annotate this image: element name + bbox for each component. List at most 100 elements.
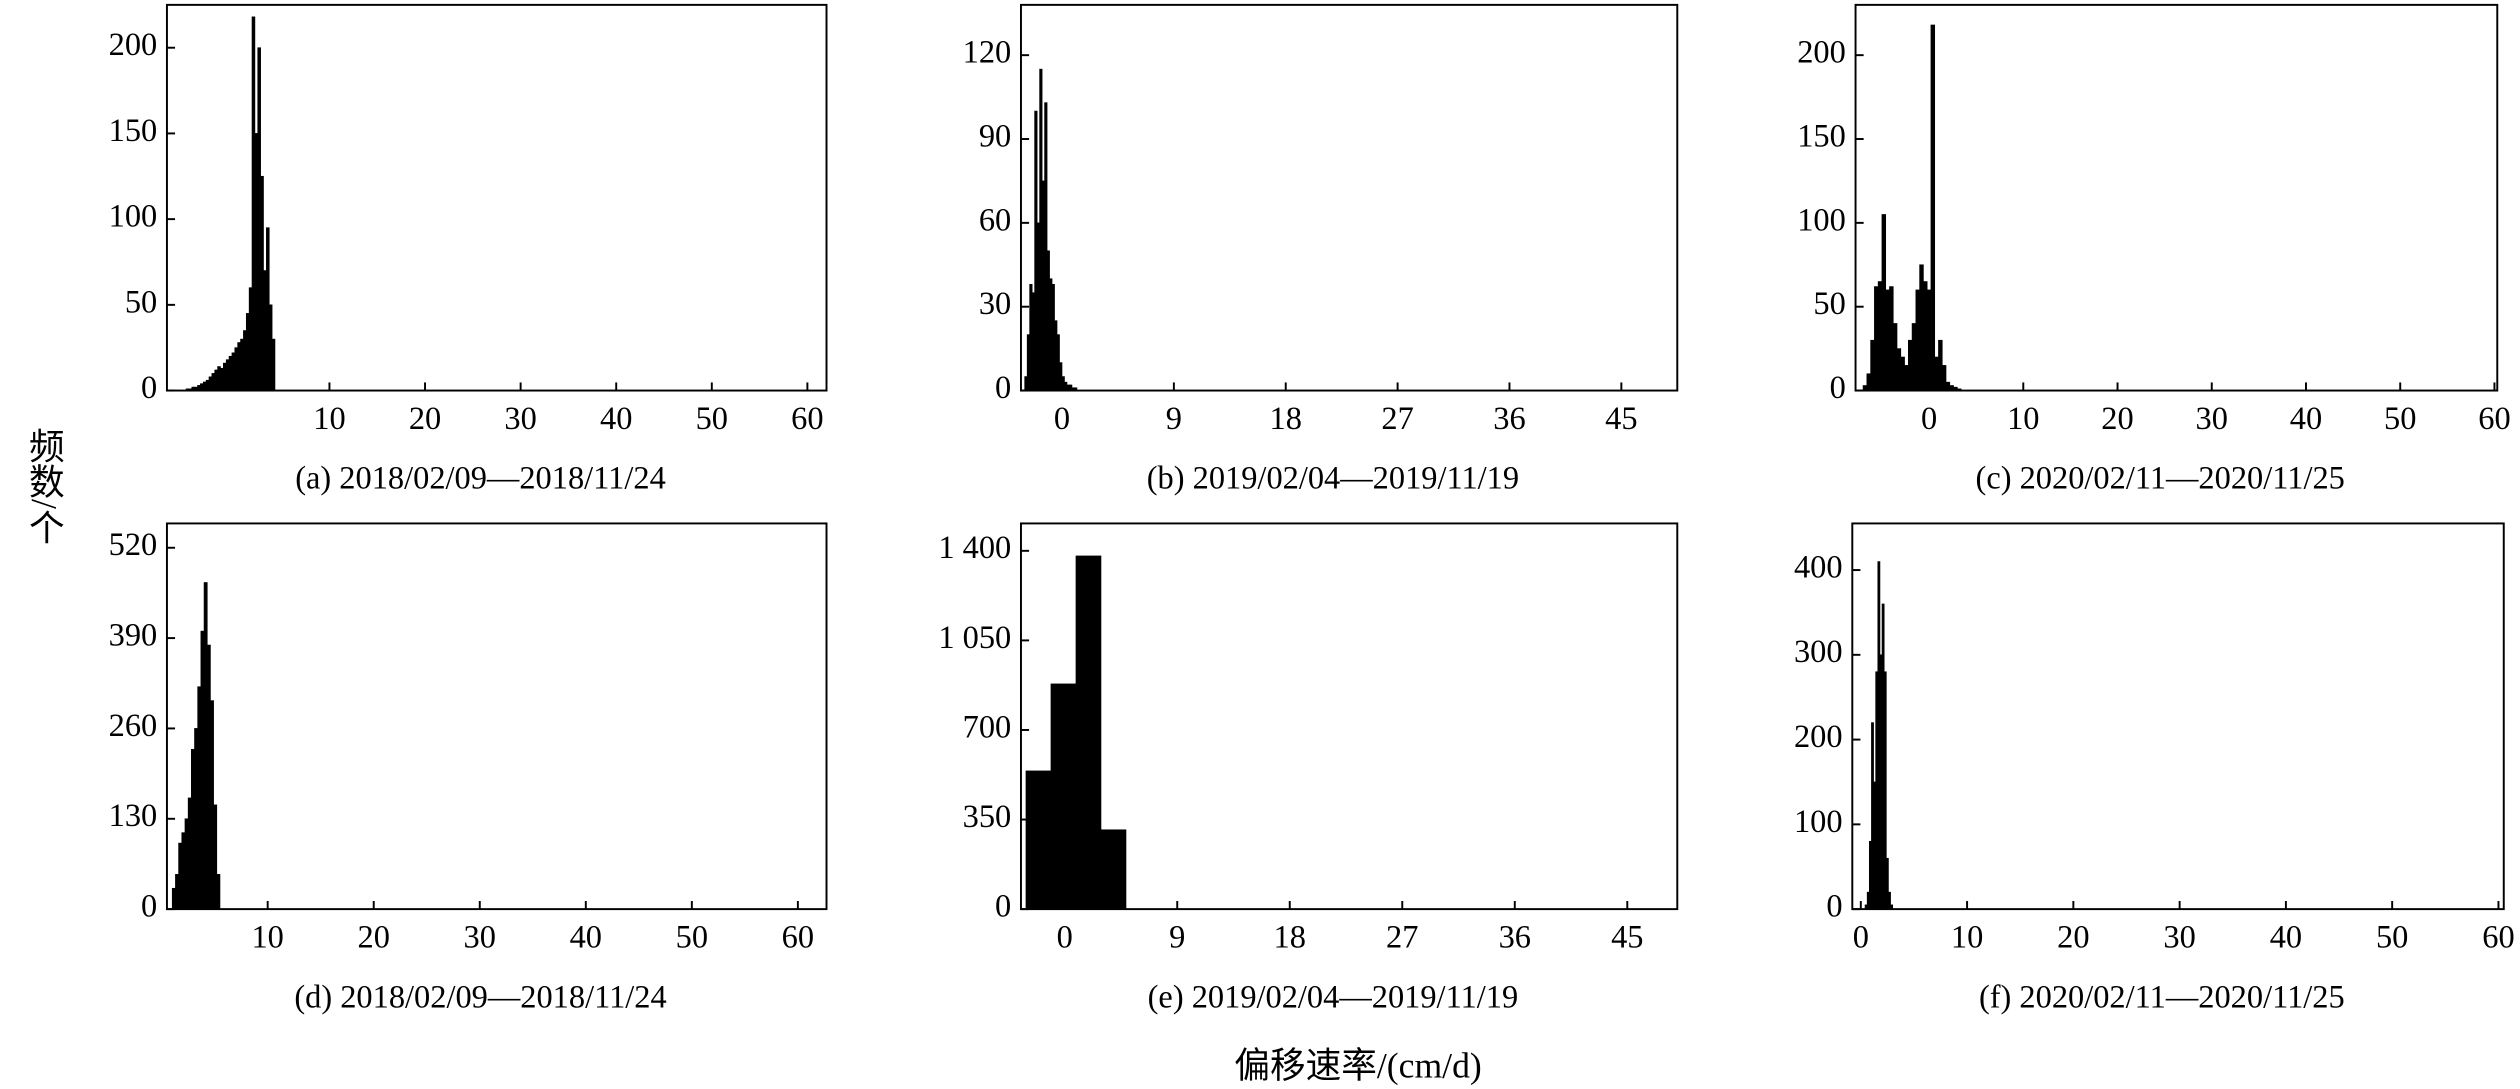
y-tick-label: 130 [109,798,158,834]
histogram-bar [1923,281,1928,391]
panel-caption: (f) 2020/02/11—2020/11/25 [1979,979,2345,1015]
x-tick-label: 20 [409,401,441,437]
histogram-bar [1075,555,1102,910]
histogram-bar [1904,365,1909,391]
x-tick-label: 20 [2101,401,2133,437]
y-tick-label: 50 [125,284,157,320]
plot-frame [1851,522,2505,911]
x-tick-label: 9 [1166,401,1182,437]
histogram-bar [1050,683,1077,910]
y-tick-label: 150 [109,113,158,149]
x-tick-label: 45 [1605,401,1637,437]
plot-frame [1019,522,1679,911]
x-tick-label: 36 [1493,401,1525,437]
histogram-bar [200,383,204,391]
histogram-bar [1056,334,1060,391]
histogram-bar [1044,102,1048,391]
x-tick-label: 60 [2478,401,2510,437]
plot-frame [1854,3,2499,392]
histogram-bar [184,818,189,910]
histogram-bar [237,342,241,391]
histogram-bar [1026,334,1030,391]
y-tick-label: 120 [963,35,1012,71]
histogram-bar [200,630,205,910]
y-tick-label: 100 [1794,804,1843,840]
histogram-bar [1874,286,1879,391]
histogram-bar [1025,770,1052,910]
y-tick-label: 300 [1794,634,1843,670]
x-tick-label: 50 [676,919,708,955]
histogram-bar [1100,829,1127,910]
x-tick-label: 10 [2007,401,2039,437]
x-tick-label: 40 [2270,919,2302,955]
histogram-bar [1029,284,1033,391]
y-tick-label: 0 [995,889,1011,925]
x-tick-label: 30 [504,401,536,437]
histogram-bar [1930,24,1936,391]
x-tick-label: 60 [791,401,823,437]
histogram-bar [1885,289,1890,391]
x-tick-label: 40 [600,401,632,437]
histogram-bar [1870,339,1875,391]
plot-frame [1019,3,1679,392]
histogram-bar [1024,376,1028,391]
histogram-bar [191,748,195,910]
y-tick-label: 400 [1794,549,1843,585]
x-tick-label: 36 [1499,919,1531,955]
x-tick-label: 40 [2290,401,2322,437]
histogram-bar [1036,222,1040,391]
histogram-bar [243,330,247,391]
y-tick-label: 700 [963,709,1012,745]
histogram-bar [216,874,221,910]
histogram-bar [1945,381,1951,391]
x-tick-label: 9 [1169,919,1185,955]
histogram-bar [1039,68,1043,391]
y-tick-label: 390 [109,618,158,654]
y-axis-label: 频数/个 [24,428,64,545]
x-tick-label: 0 [1054,401,1070,437]
histogram-bar [266,227,270,391]
y-tick-label: 200 [1794,719,1843,755]
histogram-bar [1881,214,1887,391]
histogram-bar [194,728,199,910]
y-tick-label: 1 050 [938,620,1011,656]
x-tick-label: 50 [696,401,728,437]
x-tick-label: 60 [782,919,814,955]
y-tick-label: 50 [1813,286,1845,322]
x-tick-label: 50 [2376,919,2408,955]
histogram-bar [1051,284,1055,391]
x-tick-label: 0 [1853,919,1869,955]
histogram-bar [214,369,218,391]
panel-caption: (b) 2019/02/04—2019/11/19 [1147,461,1519,497]
histogram-bar [1919,264,1924,391]
y-tick-label: 200 [109,27,158,63]
x-tick-label: 30 [2163,919,2195,955]
x-tick-label: 60 [2482,919,2514,955]
x-tick-label: 30 [464,919,496,955]
panel-caption: (d) 2018/02/09—2018/11/24 [294,979,666,1015]
histogram-bar [245,313,250,391]
histogram-bar [187,797,192,910]
histogram-bar [1941,365,1947,391]
histogram-bar [1041,180,1045,391]
histogram-bar [1031,292,1035,391]
histogram-bar [202,381,207,391]
y-tick-label: 90 [979,118,1011,154]
x-tick-label: 18 [1274,919,1306,955]
y-tick-label: 260 [109,708,158,744]
histogram-bar [263,270,267,391]
histogram-bar [211,373,216,391]
histogram-bar [1907,339,1913,391]
histogram-bar [268,304,273,391]
histogram-bar [257,47,261,391]
panel-caption: (e) 2019/02/04—2019/11/19 [1148,979,1519,1015]
histogram-bar [1866,373,1871,391]
histogram-bar [1934,356,1939,391]
histogram-bar [1046,250,1050,391]
x-tick-label: 40 [570,919,602,955]
histogram-bar [240,338,244,391]
panel-caption: (a) 2018/02/09—2018/11/24 [295,461,666,497]
y-tick-label: 0 [1826,889,1842,925]
histogram-bar [1064,381,1068,391]
